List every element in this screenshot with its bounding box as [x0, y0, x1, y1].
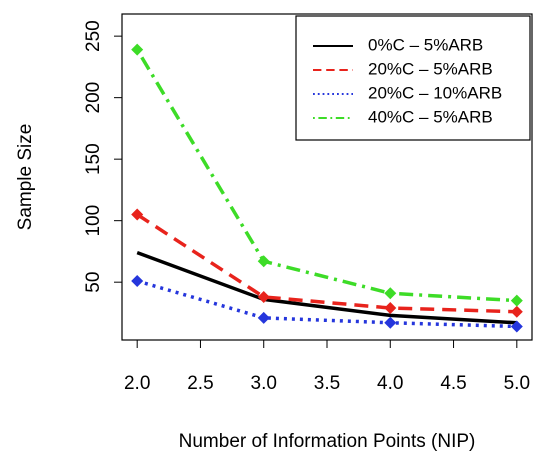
- legend-label: 40%C – 5%ARB: [368, 107, 493, 126]
- point: [257, 311, 270, 324]
- y-tick-label: 50: [83, 272, 104, 293]
- point: [131, 274, 144, 287]
- series-line: [136, 279, 517, 329]
- series-line: [135, 48, 517, 303]
- legend-box: [295, 15, 531, 141]
- point: [510, 320, 523, 333]
- x-tick-label: 2.5: [187, 373, 213, 394]
- point: [131, 43, 144, 56]
- point: [257, 255, 270, 268]
- legend-label: 20%C – 10%ARB: [368, 83, 502, 102]
- x-tick-label: 4.5: [440, 373, 466, 394]
- x-axis-label: Number of Information Points (NIP): [179, 431, 476, 452]
- y-axis-label: Sample Size: [15, 124, 36, 231]
- y-tick-label: 150: [83, 143, 104, 175]
- legend-label: 0%C – 5%ARB: [368, 35, 483, 54]
- y-tick-label: 200: [83, 82, 104, 114]
- point: [131, 208, 144, 221]
- x-tick-label: 3.0: [251, 373, 277, 394]
- y-tick-label: 250: [83, 20, 104, 52]
- y-tick-label: 100: [83, 205, 104, 237]
- x-tick-label: 5.0: [504, 373, 530, 394]
- series-line: [136, 213, 517, 314]
- point: [257, 290, 270, 303]
- series-line: [136, 251, 517, 325]
- x-tick-label: 2.0: [124, 373, 150, 394]
- x-tick-label: 4.0: [377, 373, 403, 394]
- point: [384, 302, 397, 315]
- legend-label: 20%C – 5%ARB: [368, 59, 493, 78]
- x-tick-label: 3.5: [314, 373, 340, 394]
- point: [384, 287, 397, 300]
- point: [510, 294, 523, 307]
- point: [510, 305, 523, 318]
- point: [384, 316, 397, 329]
